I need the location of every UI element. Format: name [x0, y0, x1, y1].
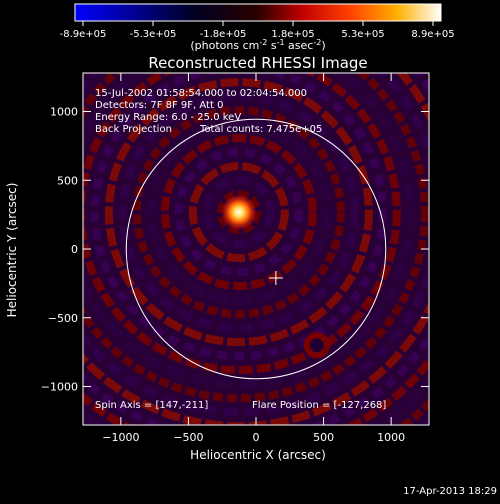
y-tick-label: −1000: [41, 381, 78, 394]
colorbar: [74, 3, 442, 22]
colorbar-tick-label: -5.3e+05: [130, 29, 177, 40]
colorbar-tick-label: -1.8e+05: [200, 29, 247, 40]
ring-artifact: [146, 120, 331, 305]
y-tick-label: 0: [71, 243, 78, 256]
x-tick-label: 0: [253, 431, 260, 444]
flare-source: [220, 194, 257, 231]
y-tick-label: 500: [57, 174, 78, 187]
y-axis-label: Heliocentric Y (arcsec): [5, 183, 19, 318]
colorbar-tick-label: 1.8e+05: [271, 29, 314, 40]
ring-artifact: [90, 73, 387, 361]
y-axis-ticks: −1000 −500 0 500 1000: [41, 106, 429, 394]
annotation-energy: Energy Range: 6.0 - 25.0 keV: [95, 112, 241, 123]
spin-axis-marker: [268, 271, 283, 286]
x-tick-label: 500: [313, 431, 334, 444]
colorbar-ticks: -8.9e+05 -5.3e+05 -1.8e+05 1.8e+05 5.3e+05 8.…: [60, 21, 455, 40]
colorbar-tick-label: -8.9e+05: [60, 29, 107, 40]
ring-artifact: [83, 73, 429, 403]
colorbar-tick-label: 8.9e+05: [411, 29, 454, 40]
info-annotations: 15-Jul-2002 01:58:54.000 to 02:04:54.000…: [95, 88, 386, 411]
ring-artifact: [83, 73, 401, 375]
ring-artifact: [104, 78, 373, 347]
y-tick-label: −500: [48, 312, 78, 325]
x-axis-label: Heliocentric X (arcsec): [190, 448, 326, 462]
solar-disk-outline: [125, 118, 387, 380]
ring-artifact: [174, 148, 303, 277]
x-tick-label: −500: [173, 431, 203, 444]
annotation-detectors: Detectors: 7F 8F 9F, Att 0: [95, 100, 223, 111]
annotation-total-counts: Total counts: 7.475e+05: [199, 124, 322, 135]
ring-artifact: [202, 176, 275, 249]
colorbar-units: (photons cm-2 s-1 asec-2): [190, 38, 325, 52]
chart-title: Reconstructed RHESSI Image: [148, 54, 367, 72]
annotation-spin-axis: Spin Axis = [147,-211]: [95, 400, 208, 411]
x-tick-label: 1000: [377, 431, 405, 444]
colorbar-tick-label: 5.3e+05: [341, 29, 384, 40]
y-tick-label: 1000: [50, 106, 78, 119]
secondary-source: [303, 332, 330, 359]
ring-artifact: [160, 134, 317, 291]
x-tick-label: −1000: [102, 431, 139, 444]
x-axis-ticks: −1000 −500 0 500 1000: [102, 73, 405, 444]
ring-artifact: [83, 73, 415, 389]
ring-artifact: [188, 162, 289, 263]
timestamp: 17-Apr-2013 18:29: [403, 486, 497, 497]
ring-artifact: [118, 92, 359, 333]
annotation-flare-position: Flare Position = [-127,268]: [252, 400, 386, 411]
ring-artifact: [132, 106, 345, 319]
annotation-method: Back Projection: [95, 124, 172, 135]
annotation-time: 15-Jul-2002 01:58:54.000 to 02:04:54.000: [95, 88, 307, 99]
